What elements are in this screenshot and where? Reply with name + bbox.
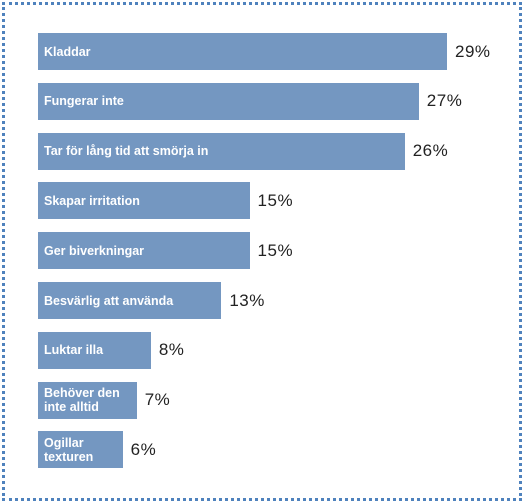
category-label: Behöver den inte alltid — [44, 386, 120, 415]
category-label: Skapar irritation — [44, 193, 140, 208]
bar: Besvärlig att använda — [38, 282, 222, 319]
value-label: 27% — [426, 91, 463, 111]
bar: Behöver den inte alltid — [38, 381, 137, 419]
bar: Tar för lång tid att smörja in — [38, 132, 405, 170]
bar: Ger biverkningar — [38, 232, 250, 270]
category-label: Luktar illa — [44, 343, 104, 358]
bar: Ogillar texturen — [38, 431, 123, 469]
value-label: 6% — [130, 439, 157, 459]
category-label: Tar för lång tid att smörja in — [44, 144, 209, 159]
category-label: Ogillar texturen — [44, 435, 94, 464]
value-label: 15% — [257, 190, 294, 210]
value-label: 7% — [144, 390, 171, 410]
category-label: Kladdar — [44, 44, 91, 59]
category-label: Fungerar inte — [44, 94, 124, 109]
value-label: 26% — [412, 141, 449, 161]
category-label: Besvärlig att använda — [44, 293, 174, 308]
bar: Skapar irritation — [38, 182, 250, 220]
bar: Luktar illa — [38, 331, 151, 369]
bar: Kladdar — [38, 33, 447, 70]
value-label: 15% — [257, 240, 294, 260]
value-label: 13% — [229, 290, 265, 310]
category-label: Ger biverkningar — [44, 243, 145, 258]
bar: Fungerar inte — [38, 82, 419, 120]
value-label: 29% — [455, 41, 491, 61]
value-label: 8% — [158, 340, 185, 360]
